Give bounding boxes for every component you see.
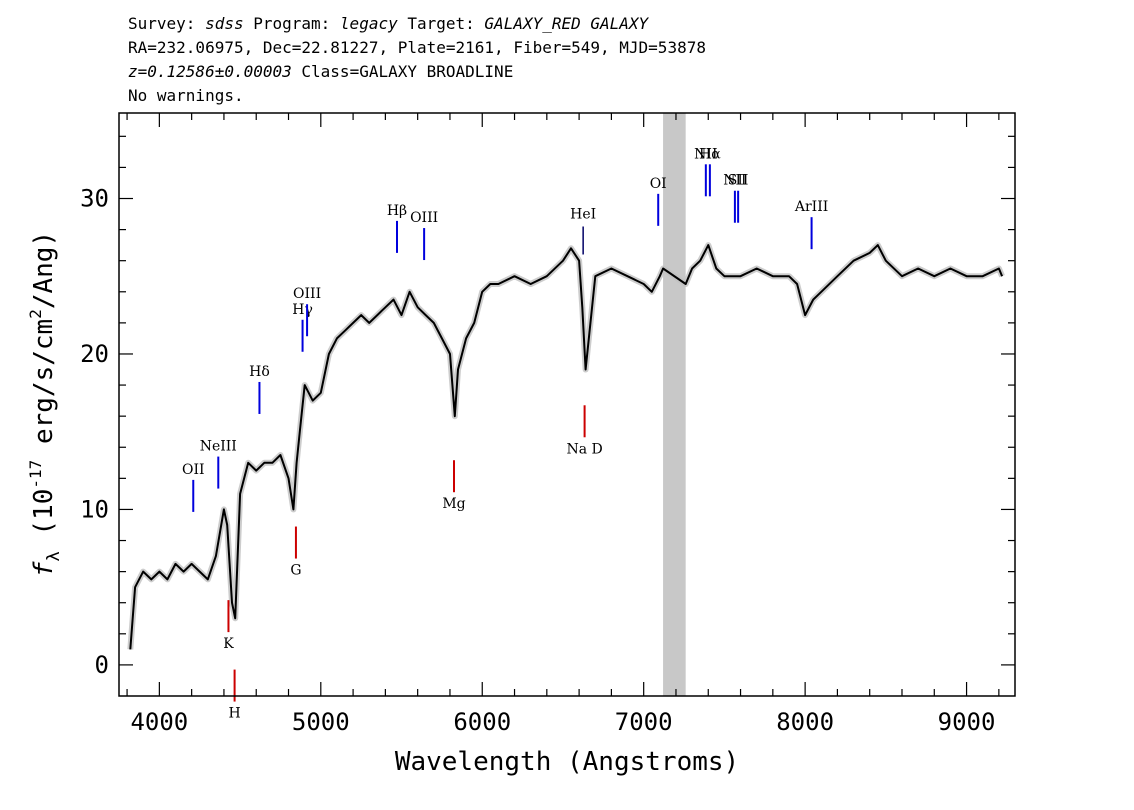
header-line-warnings: No warnings. xyxy=(128,86,244,105)
spectrum-header: Survey: sdss Program: legacy Target: GAL… xyxy=(128,12,706,108)
absorption-line-label: G xyxy=(290,563,301,579)
emission-line-label: SII xyxy=(728,173,749,189)
class-value: Class=GALAXY BROADLINE xyxy=(291,62,514,81)
y-tick-label: 20 xyxy=(80,340,109,368)
spectrum-line xyxy=(129,244,1004,650)
x-tick-label: 6000 xyxy=(453,708,511,736)
x-tick-label: 5000 xyxy=(292,708,350,736)
absorption-line-label: HeI xyxy=(570,206,596,222)
header-line-coordinates: RA=232.06975, Dec=22.81227, Plate=2161, … xyxy=(128,38,706,57)
redshift-value: z=0.12586±0.00003 xyxy=(128,62,292,81)
emission-line-label: NeIII xyxy=(200,439,237,455)
x-tick-label: 9000 xyxy=(938,708,996,736)
emission-line-label: Hα xyxy=(699,146,721,162)
emission-line-label: OII xyxy=(182,462,205,478)
emission-line-label: NII xyxy=(694,146,717,162)
x-tick-label: 4000 xyxy=(130,708,188,736)
y-tick-label: 30 xyxy=(80,185,109,213)
emission-line-label: Hγ xyxy=(292,302,313,318)
emission-line-label: Hδ xyxy=(249,364,270,380)
emission-line-label: OIII xyxy=(293,286,321,302)
y-tick-label: 0 xyxy=(95,651,109,679)
emission-line-label: OI xyxy=(650,176,667,192)
y-axis-title: fλ (10-17 erg/s/cm2/Ang) xyxy=(26,231,64,577)
emission-line-label: OIII xyxy=(410,210,438,226)
header-line-redshift: z=0.12586±0.00003 Class=GALAXY BROADLINE xyxy=(128,60,706,84)
absorption-line-label: K xyxy=(223,636,234,652)
absorption-line-label: Na D xyxy=(566,441,602,457)
program-label: Program: xyxy=(243,14,340,33)
absorption-line-label: H xyxy=(228,706,240,722)
emission-line-label: Hβ xyxy=(387,203,407,219)
svg-text:fλ (10-17 erg/s/cm2/Ang): fλ (10-17 erg/s/cm2/Ang) xyxy=(26,231,64,577)
target-value: GALAXY_RED GALAXY xyxy=(484,14,649,33)
survey-label: Survey: xyxy=(128,14,206,33)
survey-value: sdss xyxy=(205,14,244,33)
program-value: legacy xyxy=(339,14,398,33)
masked-region xyxy=(663,113,686,696)
emission-line-label: ArIII xyxy=(794,199,828,215)
absorption-line-label: Mg xyxy=(442,496,465,512)
header-line-survey: Survey: sdss Program: legacy Target: GAL… xyxy=(128,12,706,36)
target-label: Target: xyxy=(397,14,485,33)
x-tick-label: 8000 xyxy=(776,708,834,736)
emission-line-label: NII xyxy=(723,173,746,189)
x-tick-label: 7000 xyxy=(615,708,673,736)
x-axis-title: Wavelength (Angstroms) xyxy=(395,747,739,777)
plot-frame xyxy=(118,112,1016,697)
y-tick-label: 10 xyxy=(80,495,109,523)
